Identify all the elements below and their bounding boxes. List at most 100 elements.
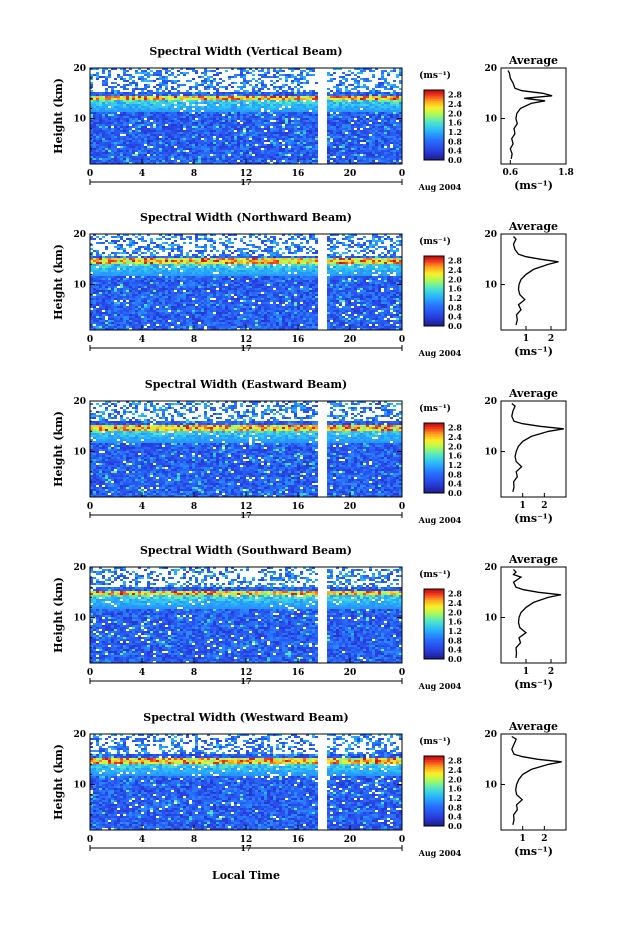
average-x-tick-label: 2 [541, 501, 547, 511]
colorbar-tick: 1.2 [448, 127, 462, 137]
average-x-tick-label: 0.6 [502, 168, 518, 178]
average-frame [500, 566, 567, 664]
average-x-tick-label: 2 [548, 334, 554, 344]
average-unit: (ms⁻¹) [514, 512, 553, 525]
panel-3: Spectral Width (Eastward Beam)1020Height… [52, 378, 567, 525]
average-unit: (ms⁻¹) [514, 179, 553, 192]
heatmap [90, 234, 402, 330]
colorbar-tick: 2.8 [448, 256, 462, 266]
colorbar-frame [423, 89, 445, 161]
y-tick-label: 10 [73, 281, 86, 291]
colorbar-unit: (ms⁻¹) [419, 70, 451, 81]
heatmap [90, 68, 402, 164]
average-title: Average [508, 387, 558, 400]
average-profile-line [511, 402, 564, 493]
day-label: 17 [240, 510, 251, 520]
average-panel: Average 10 20 0.6 1.8 (ms⁻¹) [484, 54, 573, 192]
x-tick-label: 16 [292, 502, 305, 512]
day-label: 17 [240, 843, 251, 853]
x-tick-label: 12 [240, 835, 253, 845]
average-profile-line [507, 70, 553, 160]
average-panel: Average 10 20 1 2(ms⁻¹) [484, 387, 567, 525]
colorbar-tick: 2.8 [448, 756, 462, 766]
x-tick-label: 0 [87, 335, 93, 345]
colorbar-tick: 1.2 [448, 793, 462, 803]
panel-1: Spectral Width (Vertical Beam) 10 20 Height… [52, 45, 574, 192]
x-tick-label: 0 [399, 169, 405, 179]
day-label: 17 [240, 676, 251, 686]
y-axis-label: Height (km) [52, 744, 65, 820]
panel-title: Spectral Width (Southward Beam) [140, 544, 352, 557]
average-unit: (ms⁻¹) [514, 345, 553, 358]
y-tick-label: 10 [73, 781, 86, 791]
heatmap [90, 401, 402, 497]
colorbar-tick: 1.6 [448, 617, 462, 627]
heatmap [90, 567, 402, 663]
average-frame [500, 400, 567, 498]
colorbar-tick: 1.2 [448, 293, 462, 303]
colorbar-tick: 2.0 [448, 607, 462, 617]
average-x-tick-label: 1.8 [558, 168, 574, 178]
date-label: Aug 2004 [418, 515, 462, 525]
y-tick-label: 20 [73, 397, 86, 407]
average-x-tick-label: 1 [520, 501, 526, 511]
y-tick-label: 20 [73, 563, 86, 573]
date-label: Aug 2004 [418, 848, 462, 858]
colorbar-tick: 1.6 [448, 118, 462, 128]
colorbar-tick: 2.4 [448, 765, 462, 775]
x-tick-label: 20 [344, 668, 357, 678]
colorbar-tick: 0.8 [448, 302, 462, 312]
colorbar-tick: 0.0 [448, 654, 462, 664]
average-panel: Average 10 20 1 2(ms⁻¹) [484, 720, 567, 858]
average-y-tick-label: 20 [484, 397, 497, 407]
x-tick-label: 8 [191, 835, 197, 845]
average-panel: Average 10 20 1 2(ms⁻¹) [484, 553, 567, 691]
colorbar-tick: 2.4 [448, 432, 462, 442]
colorbar-tick: 0.4 [448, 812, 462, 822]
y-tick-label: 10 [73, 115, 86, 125]
average-title: Average [508, 54, 558, 67]
average-unit: (ms⁻¹) [514, 678, 553, 691]
x-tick-label: 4 [139, 335, 145, 345]
x-tick-label: 0 [87, 502, 93, 512]
panel-title: Spectral Width (Northward Beam) [140, 211, 352, 224]
x-tick-label: 8 [191, 169, 197, 179]
colorbar-tick: 2.0 [448, 774, 462, 784]
colorbar-tick: 0.4 [448, 312, 462, 322]
colorbar-tick: 1.6 [448, 451, 462, 461]
average-title: Average [508, 553, 558, 566]
average-profile-line [511, 735, 562, 826]
x-tick-label: 20 [344, 502, 357, 512]
colorbar-tick: 0.0 [448, 821, 462, 831]
x-tick-label: 12 [240, 668, 253, 678]
x-tick-label: 8 [191, 668, 197, 678]
y-tick-label: 10 [73, 448, 86, 458]
average-frame [500, 733, 567, 831]
colorbar: 0.00.40.81.21.62.02.42.8 [423, 588, 462, 664]
colorbar-tick: 2.8 [448, 589, 462, 599]
colorbar-unit: (ms⁻¹) [419, 403, 451, 414]
day-label: 17 [240, 343, 251, 353]
x-tick-label: 0 [399, 835, 405, 845]
x-tick-label: 12 [240, 335, 253, 345]
day-label: 17 [240, 177, 251, 187]
colorbar: 0.00.40.81.21.62.02.42.8 [423, 255, 462, 331]
colorbar-frame [423, 755, 445, 827]
date-label: Aug 2004 [418, 348, 462, 358]
average-y-tick-label: 10 [484, 281, 497, 291]
colorbar-tick: 0.4 [448, 146, 462, 156]
x-tick-label: 0 [87, 835, 93, 845]
average-profile-line [512, 569, 562, 658]
colorbar-tick: 0.8 [448, 469, 462, 479]
x-tick-label: 0 [399, 335, 405, 345]
x-tick-label: 0 [399, 502, 405, 512]
colorbar-tick: 2.8 [448, 423, 462, 433]
panel-title: Spectral Width (Westward Beam) [143, 711, 348, 724]
panel-title: Spectral Width (Eastward Beam) [145, 378, 347, 391]
y-axis-label: Height (km) [52, 577, 65, 653]
panel-5: Spectral Width (Westward Beam)1020Height… [52, 711, 567, 858]
colorbar-tick: 0.8 [448, 635, 462, 645]
average-panel: Average 10 20 1 2(ms⁻¹) [484, 220, 567, 358]
average-title: Average [508, 720, 558, 733]
colorbar-tick: 2.4 [448, 265, 462, 275]
